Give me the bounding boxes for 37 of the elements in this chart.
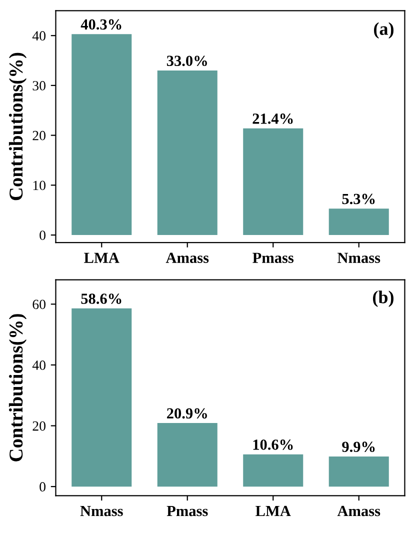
bar: [157, 70, 218, 236]
y-tick-label: 60: [32, 300, 46, 310]
y-axis-title: Contributions(%): [8, 52, 27, 200]
y-tick-label: 40: [32, 31, 46, 41]
bar: [328, 456, 389, 487]
data-label: 10.6%: [253, 440, 293, 450]
annotation: (b): [373, 290, 394, 307]
bar: [72, 34, 132, 236]
y-tick-label: 40: [32, 360, 46, 370]
y-tick-label: 0: [40, 230, 46, 240]
data-label: 58.6%: [81, 294, 122, 304]
bar: [328, 208, 389, 236]
x-tick-label: Pmass: [166, 506, 208, 516]
x-tick-label: Amass: [337, 506, 380, 516]
x-tick-label: Nmass: [338, 252, 380, 263]
y-tick-label: 20: [32, 421, 46, 431]
bar: [243, 128, 304, 236]
x-tick-label: Pmass: [252, 252, 294, 263]
y-axis-title: Contributions(%): [8, 314, 27, 462]
x-tick-label: Nmass: [80, 506, 123, 516]
data-label: 5.3%: [342, 194, 375, 204]
x-tick-label: LMA: [256, 506, 291, 516]
data-label: 21.4%: [252, 114, 293, 124]
x-tick-label: Amass: [166, 252, 209, 263]
x-tick-label: LMA: [84, 252, 120, 263]
data-label: 9.9%: [342, 442, 375, 452]
y-tick-label: 30: [32, 81, 46, 90]
bar: [157, 423, 218, 487]
data-label: 33.0%: [166, 56, 207, 66]
bar: [243, 454, 304, 487]
y-tick-label: 20: [32, 130, 46, 140]
y-tick-label: 10: [33, 180, 46, 190]
bar: [72, 308, 132, 487]
annotation: (a): [374, 22, 394, 39]
data-label: 20.9%: [167, 408, 207, 419]
data-label: 40.3%: [80, 19, 122, 30]
y-tick-label: 0: [40, 482, 46, 492]
